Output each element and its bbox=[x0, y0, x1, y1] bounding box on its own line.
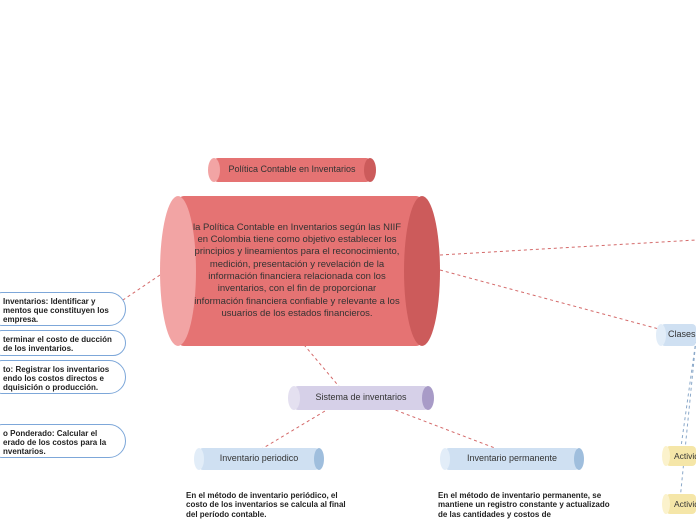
clases-pill: Clases bbox=[656, 324, 696, 346]
center-text: la Política Contable en Inventarios segú… bbox=[184, 204, 410, 338]
permanente-pill: Inventario permanente bbox=[440, 448, 584, 470]
periodico-label: Inventario periodico bbox=[194, 448, 324, 470]
left-item-1: Inventarios: Identificar y mentos que co… bbox=[0, 292, 126, 326]
activ2-label: Activid bbox=[666, 494, 696, 514]
periodico-pill: Inventario periodico bbox=[194, 448, 324, 470]
activ1-label: Activid bbox=[666, 446, 696, 466]
center-cylinder: la Política Contable en Inventarios segú… bbox=[160, 196, 440, 346]
sistema-label: Sistema de inventarios bbox=[288, 386, 434, 410]
periodico-text: En el método de inventario periódico, el… bbox=[178, 490, 358, 520]
permanente-label: Inventario permanente bbox=[440, 448, 584, 470]
title-pill-label: Política Contable en Inventarios bbox=[208, 158, 376, 182]
left-item-3: to: Registrar los inventarios endo los c… bbox=[0, 360, 126, 394]
permanente-text: En el método de inventario permanente, s… bbox=[430, 490, 620, 520]
sistema-pill: Sistema de inventarios bbox=[288, 386, 434, 410]
activ-pill-2: Activid bbox=[662, 494, 696, 514]
left-item-4: o Ponderado: Calcular el erado de los co… bbox=[0, 424, 126, 458]
left-item-2: terminar el costo de ducción de los inve… bbox=[0, 330, 126, 356]
activ-pill-1: Activid bbox=[662, 446, 696, 466]
title-pill: Política Contable en Inventarios bbox=[208, 158, 376, 182]
clases-label: Clases bbox=[660, 324, 696, 346]
